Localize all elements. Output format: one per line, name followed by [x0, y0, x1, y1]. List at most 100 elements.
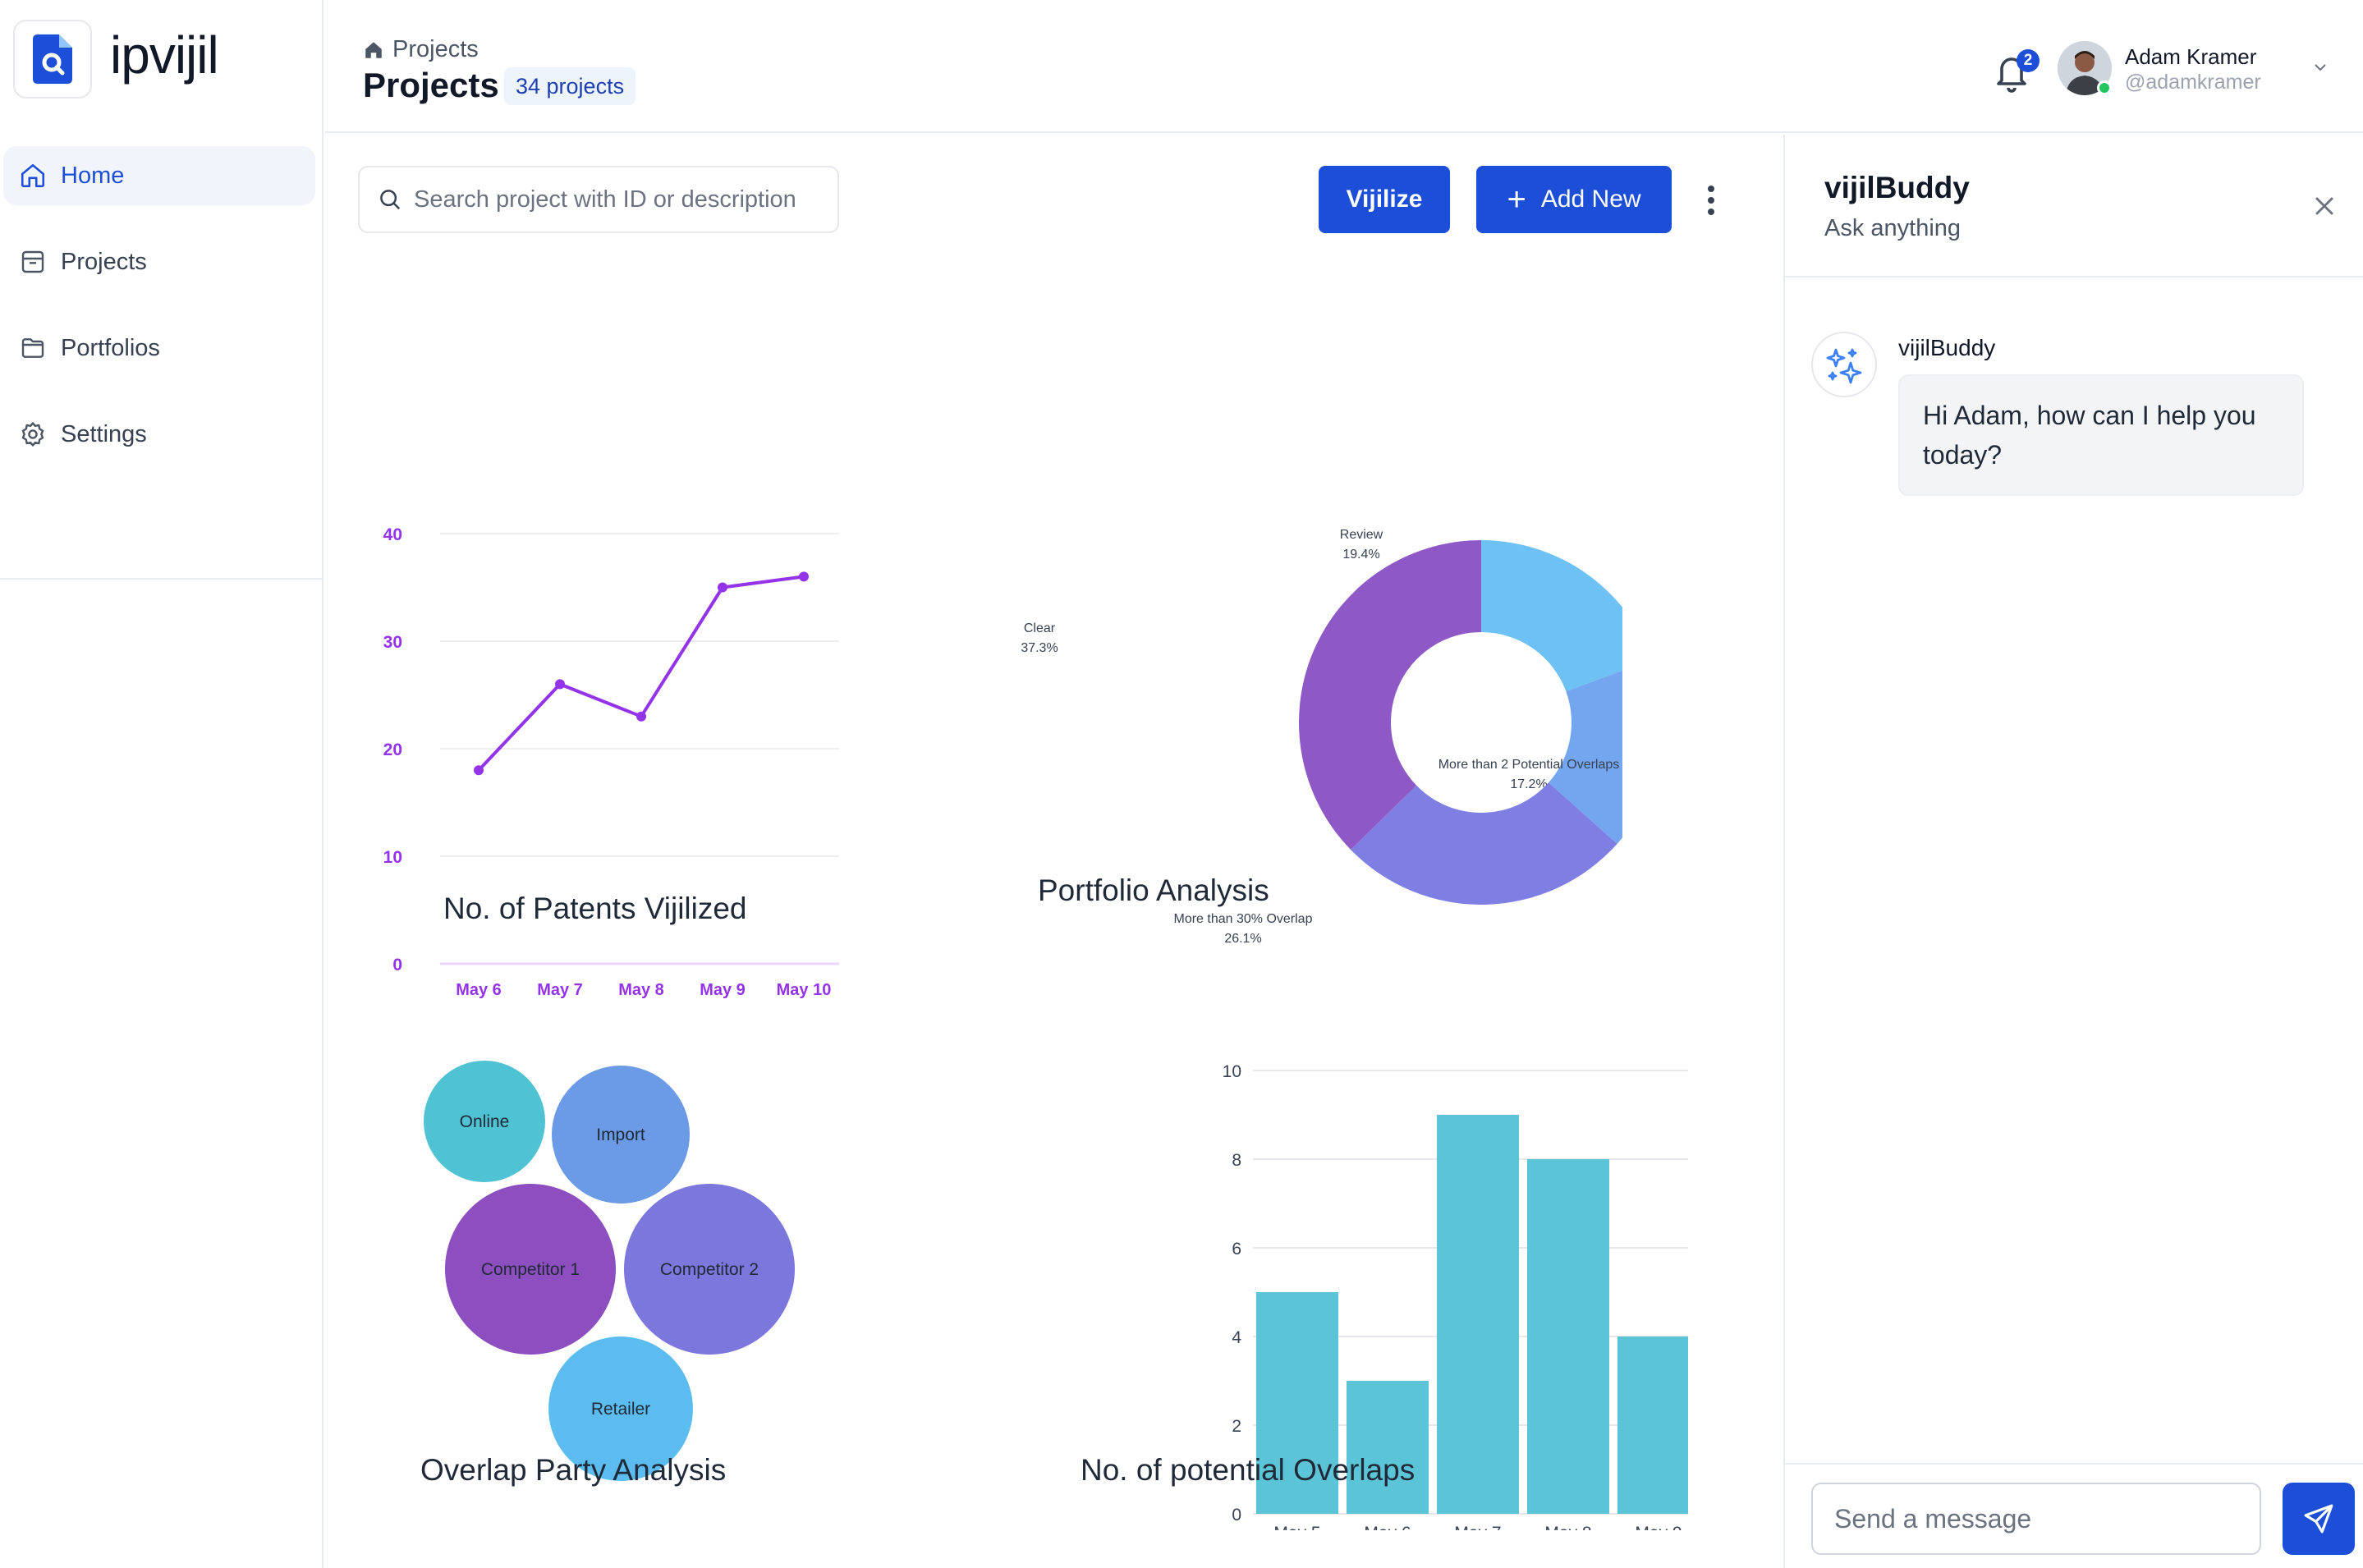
close-icon[interactable] [2310, 192, 2338, 220]
series-line [477, 575, 805, 772]
vijilize-button[interactable]: Vijilize [1319, 166, 1450, 233]
data-point [555, 679, 565, 690]
x-tick-label: May 6 [456, 981, 502, 999]
search-box [358, 166, 839, 233]
slice-label: More than 30% Overlap [1174, 912, 1313, 926]
bubble-label: Competitor 1 [481, 1260, 580, 1279]
x-tick-label: May 5 [1273, 1524, 1320, 1530]
data-point [718, 582, 727, 593]
donut-slice [1481, 540, 1622, 692]
x-tick-label: May 8 [1544, 1524, 1591, 1530]
sidebar-item-settings[interactable]: Settings [3, 405, 315, 464]
slice-label: More than 2 Potential Overlaps [1438, 758, 1620, 772]
search-input[interactable] [414, 186, 824, 213]
slice-label: Clear [1024, 621, 1056, 635]
notification-count-badge: 2 [2017, 49, 2040, 72]
bot-avatar [1811, 332, 1877, 397]
sidebar-item-label: Home [61, 162, 125, 189]
bubble [624, 1184, 795, 1355]
sidebar-item-projects[interactable]: Projects [3, 232, 315, 291]
bubble [552, 1066, 690, 1204]
home-icon [18, 161, 48, 190]
sidebar-nav: Home Projects Portfolios Settings [3, 146, 315, 491]
search-document-icon [33, 34, 72, 84]
chat-title: vijilBuddy [1824, 171, 1970, 204]
online-status-dot [2097, 80, 2112, 95]
bubble-label: Import [596, 1126, 645, 1144]
x-tick-label: May 7 [1454, 1524, 1501, 1530]
bubble-label: Competitor 2 [660, 1260, 759, 1279]
send-icon [2304, 1504, 2333, 1534]
breadcrumb[interactable]: Projects [363, 36, 479, 63]
y-tick-label: 8 [1232, 1151, 1241, 1170]
project-count-badge: 34 projects [504, 67, 636, 105]
data-point [636, 711, 646, 722]
x-tick-label: May 8 [618, 981, 664, 999]
gear-icon [18, 420, 48, 449]
x-tick-label: May 6 [1364, 1524, 1411, 1530]
bubble [445, 1184, 616, 1355]
data-point [474, 765, 484, 776]
archive-icon [18, 247, 48, 277]
bar [1347, 1381, 1429, 1514]
sidebar-divider [0, 578, 323, 580]
bell-icon[interactable] [1992, 51, 2031, 94]
bar [1527, 1159, 1609, 1514]
chevron-down-icon[interactable] [2310, 57, 2330, 77]
patents-line-chart: 0 10 20 30 40 May 6 May 7 May 8 May 9 May 10 [383, 525, 839, 999]
chat-subtitle: Ask anything [1824, 215, 1962, 241]
x-tick-label: May 9 [700, 981, 746, 999]
chat-footer [1785, 1463, 2363, 1568]
message-input[interactable] [1811, 1483, 2261, 1555]
breadcrumb-label: Projects [392, 36, 479, 62]
logo-text: ipvijil [110, 25, 219, 85]
y-tick-label: 0 [392, 956, 402, 974]
x-tick-label: May 10 [777, 981, 832, 999]
slice-percent: 26.1% [1224, 932, 1261, 946]
y-tick-label: 10 [1223, 1062, 1241, 1081]
logo-mark[interactable] [13, 20, 92, 99]
folder-icon [18, 333, 48, 363]
potential-overlaps-bar-chart: 0 2 4 6 8 10 May 5 May 6 May 7 May 8 May 9 [1223, 1062, 1688, 1530]
page-title: Projects [363, 66, 499, 104]
slice-percent: 37.3% [1021, 641, 1058, 655]
y-tick-label: 4 [1232, 1328, 1241, 1347]
slice-percent: 19.4% [1342, 548, 1379, 562]
portfolio-donut-chart: Review 19.4% More than 2 Potential Overlap… [1021, 528, 1622, 946]
chart-title: No. of potential Overlaps [1081, 1453, 1416, 1487]
y-tick-label: 0 [1232, 1506, 1241, 1524]
sidebar-item-label: Portfolios [61, 334, 160, 361]
data-point [799, 571, 809, 582]
bot-name: vijilBuddy [1898, 335, 1996, 360]
sidebar-item-label: Projects [61, 248, 147, 275]
add-new-button[interactable]: + Add New [1476, 166, 1672, 233]
chat-panel: vijilBuddy Ask anything vijilBuddy Hi Ad… [1783, 135, 2363, 1568]
bar [1437, 1115, 1519, 1514]
donut-slice [1299, 540, 1481, 850]
add-new-label: Add New [1540, 186, 1641, 213]
donut-slice [1351, 782, 1617, 905]
y-tick-label: 2 [1232, 1417, 1241, 1436]
more-options-icon[interactable] [1701, 182, 1721, 218]
donut-slice [1549, 670, 1622, 844]
y-tick-label: 30 [383, 633, 402, 652]
sidebar-item-home[interactable]: Home [3, 146, 315, 205]
bubble-label: Online [460, 1112, 510, 1131]
bar [1256, 1292, 1338, 1514]
plus-icon: + [1507, 181, 1526, 218]
y-tick-label: 10 [383, 848, 402, 867]
top-header: Projects Projects 34 projects 2 Adam Kra… [325, 0, 2363, 133]
x-tick-label: May 7 [537, 981, 583, 999]
send-button[interactable] [2283, 1483, 2355, 1555]
sidebar-item-label: Settings [61, 420, 147, 447]
slice-label: Review [1340, 528, 1383, 542]
user-handle: @adamkramer [2125, 71, 2261, 94]
bot-message: Hi Adam, how can I help you today? [1898, 374, 2304, 496]
x-tick-label: May 9 [1635, 1524, 1682, 1530]
search-icon [380, 190, 401, 210]
bar [1617, 1336, 1688, 1514]
y-tick-label: 20 [383, 740, 402, 759]
chart-title: Overlap Party Analysis [420, 1453, 727, 1487]
sidebar-item-portfolios[interactable]: Portfolios [3, 319, 315, 378]
